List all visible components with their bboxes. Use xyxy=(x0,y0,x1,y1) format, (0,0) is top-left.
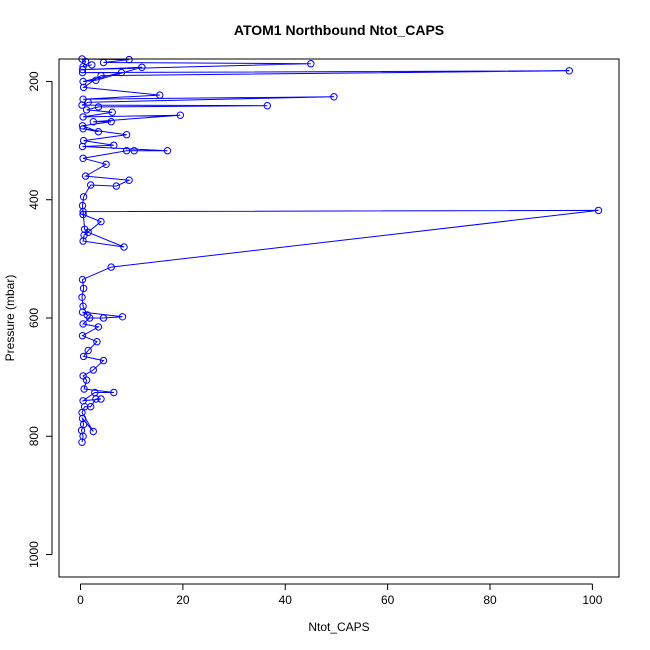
axes-layer: 0 20 40 60 80 100 200 400 600 800 1000 xyxy=(27,71,603,607)
data-point xyxy=(78,122,87,130)
data-point xyxy=(79,210,87,219)
data-point xyxy=(156,91,164,99)
y-tick-label: 400 xyxy=(27,189,41,209)
data-point xyxy=(120,243,128,251)
data-point xyxy=(79,302,87,310)
data-point xyxy=(176,111,185,119)
data-point xyxy=(91,388,99,397)
data-point xyxy=(99,314,108,322)
data-point xyxy=(82,106,91,114)
data-point xyxy=(79,136,88,145)
x-tick-label: 100 xyxy=(582,593,602,607)
data-point xyxy=(110,141,118,150)
data-point xyxy=(565,67,573,75)
data-point xyxy=(79,113,87,121)
x-tick-label: 40 xyxy=(279,593,293,607)
data-point xyxy=(84,346,92,355)
data-point xyxy=(594,206,603,215)
data-point xyxy=(79,372,87,380)
data-point xyxy=(79,77,87,86)
data-point xyxy=(79,397,87,405)
data-point xyxy=(92,76,100,85)
x-tick-label: 0 xyxy=(77,593,84,607)
series-layer xyxy=(77,55,603,446)
y-tick-label: 200 xyxy=(27,71,41,91)
series-line xyxy=(80,58,599,443)
data-point xyxy=(107,263,115,271)
x-tick-label: 60 xyxy=(381,593,395,607)
data-point xyxy=(83,311,91,319)
data-point xyxy=(117,68,126,77)
data-point xyxy=(97,395,105,403)
data-point xyxy=(99,356,108,365)
data-point xyxy=(80,231,88,239)
data-point xyxy=(78,275,87,284)
data-point xyxy=(87,403,95,411)
y-tick-label: 600 xyxy=(27,308,41,328)
data-point xyxy=(93,338,101,346)
data-point xyxy=(307,60,315,68)
data-point xyxy=(110,388,118,397)
data-point xyxy=(79,62,87,71)
data-point xyxy=(102,160,110,169)
data-point xyxy=(107,118,115,126)
data-point xyxy=(112,182,121,190)
data-point xyxy=(97,71,105,80)
y-axis-label: Pressure (mbar) xyxy=(3,275,17,362)
data-point xyxy=(122,147,131,155)
data-point xyxy=(78,65,87,74)
data-point xyxy=(80,385,88,393)
data-point xyxy=(125,176,133,184)
chart-title: ATOM1 Northbound Ntot_CAPS xyxy=(234,22,444,38)
data-point xyxy=(89,366,98,374)
x-tick-label: 80 xyxy=(483,593,497,607)
data-point xyxy=(163,147,172,155)
data-point xyxy=(97,217,105,226)
y-tick-label: 1000 xyxy=(27,541,41,568)
data-point xyxy=(79,154,87,163)
data-point xyxy=(87,181,95,189)
data-point xyxy=(79,352,88,361)
data-point xyxy=(78,408,86,417)
data-point xyxy=(89,427,98,436)
data-point xyxy=(94,128,103,136)
data-point xyxy=(78,332,87,340)
y-tick-label: 800 xyxy=(27,426,41,446)
data-point xyxy=(78,293,86,301)
data-point xyxy=(79,95,87,103)
data-point xyxy=(263,102,271,110)
data-point xyxy=(108,108,116,116)
data-point xyxy=(88,61,96,69)
data-point xyxy=(118,313,127,321)
data-point xyxy=(330,93,338,101)
data-point xyxy=(78,201,87,210)
data-point xyxy=(89,118,98,126)
x-axis-label: Ntot_CAPS xyxy=(308,620,369,634)
data-point xyxy=(94,103,103,111)
data-point xyxy=(81,172,90,180)
data-point xyxy=(130,147,138,155)
data-point xyxy=(122,131,131,139)
data-point xyxy=(94,323,103,331)
data-point xyxy=(138,63,146,72)
data-point xyxy=(79,125,87,133)
data-point xyxy=(79,320,87,328)
data-point xyxy=(79,193,88,201)
data-point xyxy=(79,284,88,293)
data-point xyxy=(125,55,133,64)
plot-frame xyxy=(58,58,620,578)
x-tick-label: 20 xyxy=(176,593,190,607)
